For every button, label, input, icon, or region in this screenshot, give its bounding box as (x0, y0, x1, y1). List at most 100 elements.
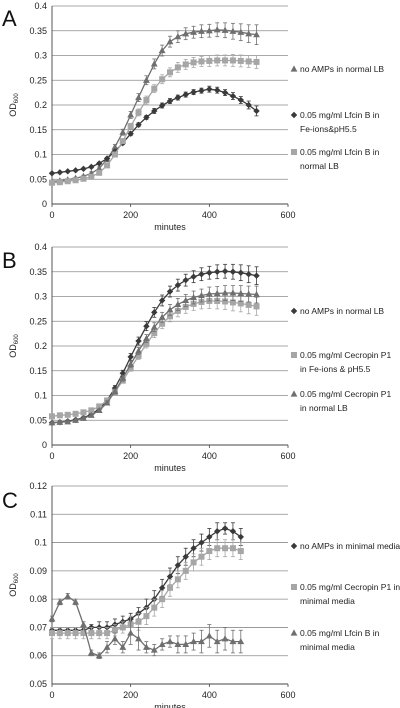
data-point (151, 604, 158, 611)
x-axis-label: minutes (154, 463, 186, 473)
data-point (143, 334, 150, 342)
data-point (213, 289, 221, 297)
x-tick-label: 400 (202, 451, 217, 461)
series-2 (48, 85, 260, 177)
legend-marker (290, 390, 298, 397)
data-point (111, 143, 119, 150)
data-point (206, 533, 213, 541)
data-point (72, 598, 79, 605)
data-point (206, 548, 213, 555)
y-tick-label: 0.15 (29, 125, 47, 135)
data-point (237, 289, 245, 297)
data-point (221, 89, 229, 96)
data-point (64, 168, 71, 175)
legend-marker (290, 111, 298, 119)
y-axis-label: OD600 (8, 573, 20, 597)
data-point (135, 352, 142, 359)
data-point (245, 30, 253, 37)
data-point (135, 618, 142, 625)
y-tick-label: 0.25 (29, 75, 47, 85)
data-point (56, 630, 63, 637)
data-point (80, 414, 87, 421)
data-point (103, 155, 111, 162)
legend-label: 0.05 mg/ml Cecropin P1 (300, 389, 391, 399)
data-point (237, 57, 244, 64)
y-tick-label: 0.05 (29, 174, 47, 184)
data-point (190, 293, 197, 301)
x-tick-label: 200 (123, 451, 138, 461)
data-point (182, 276, 189, 284)
data-point (166, 306, 174, 313)
y-tick-label: 0.3 (34, 51, 47, 61)
data-point (214, 297, 221, 304)
legend-label: 0.05 mg/ml Cecropin P1 in (300, 582, 400, 592)
data-point (253, 290, 260, 298)
data-point (182, 567, 189, 574)
data-point (198, 291, 205, 299)
y-tick-label: 0.35 (29, 267, 47, 277)
legend-label: minimal media (300, 596, 355, 606)
data-point (221, 635, 229, 642)
data-point (182, 61, 189, 68)
legend-marker (291, 584, 297, 590)
data-point (214, 86, 221, 94)
legend-label: minimal media (300, 642, 355, 652)
x-tick-label: 200 (123, 690, 138, 700)
data-point (221, 268, 229, 275)
data-point (150, 646, 158, 653)
data-point (159, 320, 166, 327)
data-point (103, 399, 111, 406)
data-point (174, 640, 182, 647)
x-tick-label: 600 (280, 451, 295, 461)
data-point (88, 630, 95, 637)
data-point (48, 615, 56, 622)
data-point (198, 27, 205, 34)
y-axis-label: OD600 (8, 93, 20, 117)
panel-b: B 0 0.05 0.1 0.15 0.2 0.25 0.3 0.35 0.4 0 200 400 600… (2, 242, 391, 473)
data-point (245, 58, 252, 65)
data-point (166, 573, 174, 580)
legend-marker (291, 352, 297, 358)
y-tick-label: 0 (42, 199, 47, 209)
data-point (143, 341, 150, 348)
y-tick-label: 0.1 (34, 538, 47, 548)
data-point (96, 630, 103, 637)
legend-marker (290, 629, 298, 636)
series-3 (48, 285, 260, 426)
data-point (150, 60, 158, 67)
data-point (72, 177, 79, 184)
data-point (205, 27, 213, 34)
data-point (253, 58, 260, 65)
data-point (119, 374, 127, 381)
data-point (72, 416, 79, 423)
data-point (222, 298, 229, 305)
y-tick-label: 0.11 (30, 509, 47, 519)
data-point (206, 85, 213, 93)
data-point (222, 57, 229, 64)
data-point (214, 528, 221, 535)
data-point (206, 57, 213, 64)
data-point (237, 533, 244, 541)
data-point (213, 637, 221, 645)
x-tick-label: 0 (49, 451, 54, 461)
data-point (56, 179, 63, 186)
data-point (119, 138, 126, 145)
y-tick-label: 0.4 (34, 242, 47, 252)
data-point (72, 630, 79, 637)
data-point (174, 562, 182, 569)
data-point (151, 330, 158, 337)
data-point (87, 649, 95, 656)
data-point (64, 178, 71, 185)
data-point (56, 598, 64, 605)
y-tick-label: 0.2 (34, 341, 47, 351)
legend-entry: 0.05 mg/ml Lfcin B in normal LB (291, 147, 380, 171)
data-point (127, 123, 134, 130)
data-point (56, 169, 64, 176)
data-point (182, 303, 189, 310)
series-1 (48, 263, 260, 426)
legend-entry: no AMPs in normal LB (290, 306, 384, 316)
legend-label: no AMPs in normal LB (300, 64, 384, 74)
data-point (174, 307, 181, 314)
data-point (166, 288, 174, 295)
